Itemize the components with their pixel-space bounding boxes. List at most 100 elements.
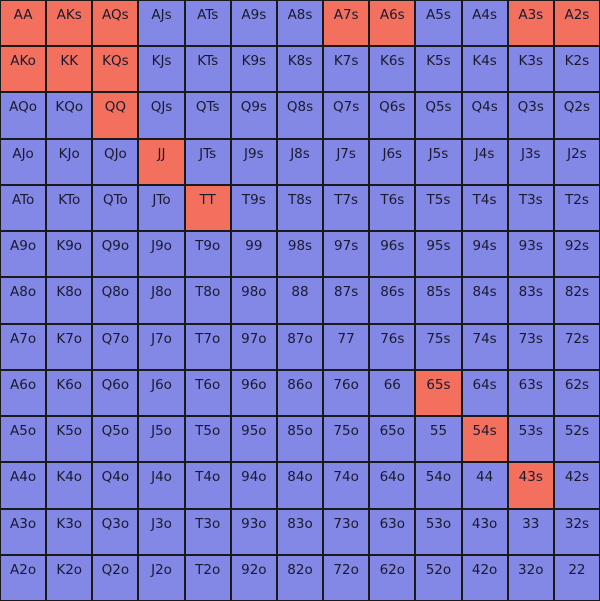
hand-cell[interactable]: 32o — [508, 555, 553, 600]
hand-cell[interactable]: Q5o — [93, 417, 138, 462]
hand-cell[interactable]: 42s — [554, 463, 599, 508]
hand-cell[interactable]: KTo — [47, 185, 92, 231]
hand-cell[interactable]: A3s — [508, 1, 553, 46]
hand-cell[interactable]: 44 — [462, 463, 507, 508]
hand-cell[interactable]: ATo — [1, 185, 46, 231]
hand-cell[interactable]: 86s — [370, 278, 415, 323]
hand-cell[interactable]: A8s — [277, 1, 323, 46]
hand-cell[interactable]: A4s — [462, 1, 507, 46]
hand-cell[interactable]: 87o — [277, 324, 323, 369]
hand-cell[interactable]: AQo — [1, 93, 46, 138]
hand-cell[interactable]: A6s — [370, 1, 415, 46]
hand-cell[interactable]: J3s — [508, 139, 553, 184]
hand-cell[interactable]: 32s — [554, 509, 599, 554]
hand-cell[interactable]: 62o — [370, 555, 415, 600]
hand-cell[interactable]: 93s — [508, 232, 553, 277]
hand-cell[interactable]: T9s — [231, 185, 276, 231]
hand-cell[interactable]: 42o — [462, 555, 507, 600]
hand-cell[interactable]: 54o — [416, 463, 461, 508]
hand-cell[interactable]: T9o — [185, 232, 230, 277]
hand-cell[interactable]: KQo — [47, 93, 92, 138]
hand-cell[interactable]: JTo — [139, 185, 184, 231]
hand-cell[interactable]: Q9o — [93, 232, 138, 277]
hand-cell[interactable]: 97o — [231, 324, 276, 369]
hand-cell[interactable]: KTs — [185, 47, 230, 92]
hand-cell[interactable]: AJs — [139, 1, 184, 46]
hand-cell[interactable]: 76o — [324, 370, 369, 416]
hand-cell[interactable]: J8s — [277, 139, 323, 184]
hand-cell[interactable]: Q2s — [554, 93, 599, 138]
hand-cell[interactable]: 84o — [277, 463, 323, 508]
hand-cell[interactable]: 82o — [277, 555, 323, 600]
hand-cell[interactable]: 55 — [416, 417, 461, 462]
hand-cell[interactable]: 93o — [231, 509, 276, 554]
hand-cell[interactable]: Q3s — [508, 93, 553, 138]
hand-cell[interactable]: J4o — [139, 463, 184, 508]
hand-cell[interactable]: KJs — [139, 47, 184, 92]
hand-cell[interactable]: 72o — [324, 555, 369, 600]
hand-cell[interactable]: K7s — [324, 47, 369, 92]
hand-cell[interactable]: T3s — [508, 185, 553, 231]
hand-cell[interactable]: QQ — [93, 93, 138, 138]
hand-cell[interactable]: 66 — [370, 370, 415, 416]
hand-cell[interactable]: 88 — [277, 278, 323, 323]
hand-cell[interactable]: 43s — [508, 463, 553, 508]
hand-cell[interactable]: A2s — [554, 1, 599, 46]
hand-cell[interactable]: Q9s — [231, 93, 276, 138]
hand-cell[interactable]: 74s — [462, 324, 507, 369]
hand-cell[interactable]: K8o — [47, 278, 92, 323]
hand-cell[interactable]: K9s — [231, 47, 276, 92]
hand-cell[interactable]: J9o — [139, 232, 184, 277]
hand-cell[interactable]: T5o — [185, 417, 230, 462]
hand-cell[interactable]: Q7o — [93, 324, 138, 369]
hand-cell[interactable]: AKo — [1, 47, 46, 92]
hand-cell[interactable]: 98o — [231, 278, 276, 323]
hand-cell[interactable]: K8s — [277, 47, 323, 92]
hand-cell[interactable]: 85o — [277, 417, 323, 462]
hand-cell[interactable]: T7o — [185, 324, 230, 369]
hand-cell[interactable]: 43o — [462, 509, 507, 554]
hand-cell[interactable]: AA — [1, 1, 46, 46]
hand-cell[interactable]: 87s — [324, 278, 369, 323]
hand-cell[interactable]: K3o — [47, 509, 92, 554]
hand-cell[interactable]: J5s — [416, 139, 461, 184]
hand-cell[interactable]: 86o — [277, 370, 323, 416]
hand-cell[interactable]: K2s — [554, 47, 599, 92]
hand-cell[interactable]: 83s — [508, 278, 553, 323]
hand-cell[interactable]: 85s — [416, 278, 461, 323]
hand-cell[interactable]: 63s — [508, 370, 553, 416]
hand-cell[interactable]: J2s — [554, 139, 599, 184]
hand-cell[interactable]: AJo — [1, 139, 46, 184]
hand-cell[interactable]: A5s — [416, 1, 461, 46]
hand-cell[interactable]: T4s — [462, 185, 507, 231]
hand-cell[interactable]: 73s — [508, 324, 553, 369]
hand-cell[interactable]: Q4o — [93, 463, 138, 508]
hand-cell[interactable]: 63o — [370, 509, 415, 554]
hand-cell[interactable]: 65s — [416, 370, 461, 416]
hand-cell[interactable]: A9s — [231, 1, 276, 46]
hand-cell[interactable]: J7s — [324, 139, 369, 184]
hand-cell[interactable]: 62s — [554, 370, 599, 416]
hand-cell[interactable]: 76s — [370, 324, 415, 369]
hand-cell[interactable]: Q2o — [93, 555, 138, 600]
hand-cell[interactable]: 92s — [554, 232, 599, 277]
hand-cell[interactable]: Q6s — [370, 93, 415, 138]
hand-cell[interactable]: T7s — [324, 185, 369, 231]
hand-cell[interactable]: T2o — [185, 555, 230, 600]
hand-cell[interactable]: JTs — [185, 139, 230, 184]
hand-cell[interactable]: A6o — [1, 370, 46, 416]
hand-cell[interactable]: 96s — [370, 232, 415, 277]
hand-cell[interactable]: QTo — [93, 185, 138, 231]
hand-cell[interactable]: J2o — [139, 555, 184, 600]
hand-cell[interactable]: 96o — [231, 370, 276, 416]
hand-cell[interactable]: 53s — [508, 417, 553, 462]
hand-cell[interactable]: A4o — [1, 463, 46, 508]
hand-cell[interactable]: 54s — [462, 417, 507, 462]
hand-cell[interactable]: 84s — [462, 278, 507, 323]
hand-cell[interactable]: 74o — [324, 463, 369, 508]
hand-cell[interactable]: Q7s — [324, 93, 369, 138]
hand-cell[interactable]: K5o — [47, 417, 92, 462]
hand-cell[interactable]: QTs — [185, 93, 230, 138]
hand-cell[interactable]: 22 — [554, 555, 599, 600]
hand-cell[interactable]: A5o — [1, 417, 46, 462]
